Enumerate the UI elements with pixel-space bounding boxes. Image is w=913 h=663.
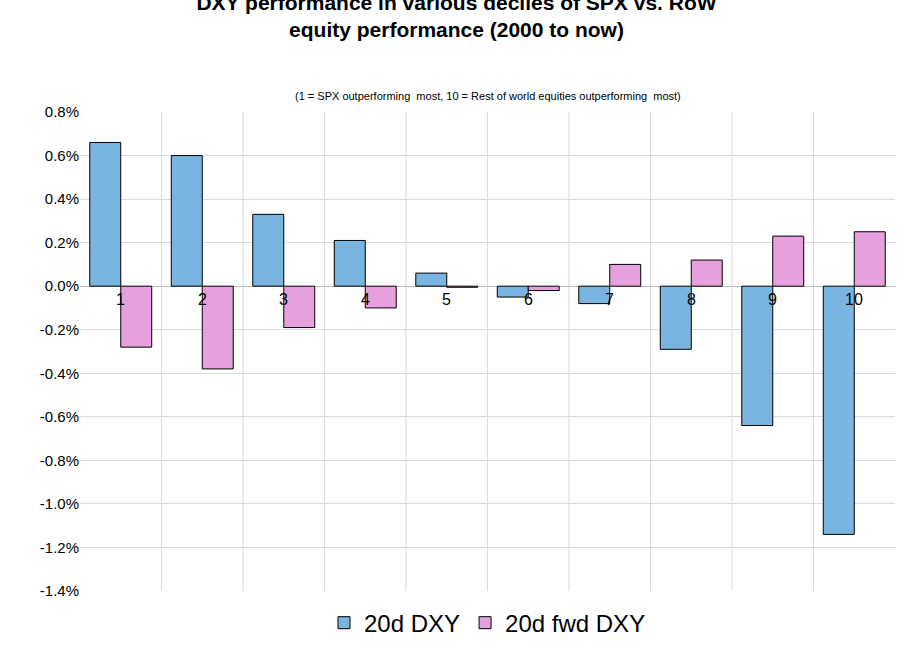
svg-text:-1.4%: -1.4% [40, 582, 79, 599]
svg-text:-0.8%: -0.8% [40, 452, 79, 469]
svg-text:1: 1 [116, 291, 125, 308]
svg-text:(1 = SPX outperforming most,: (1 = SPX outperforming most, 10 = Rest o… [295, 90, 681, 102]
svg-text:2: 2 [198, 291, 207, 308]
svg-text:20d DXY: 20d DXY [364, 610, 460, 637]
svg-text:20d fwd DXY: 20d fwd DXY [505, 610, 645, 637]
svg-text:8: 8 [687, 291, 696, 308]
svg-text:0.4%: 0.4% [45, 190, 79, 207]
svg-text:DXY performance in various dec: DXY performance in various deciles of SP… [196, 0, 716, 41]
svg-text:-0.6%: -0.6% [40, 408, 79, 425]
svg-text:5: 5 [442, 291, 451, 308]
svg-text:-1.0%: -1.0% [40, 495, 79, 512]
svg-text:0.6%: 0.6% [45, 147, 79, 164]
svg-text:-0.2%: -0.2% [40, 321, 79, 338]
svg-text:3: 3 [279, 291, 288, 308]
svg-text:7: 7 [605, 291, 614, 308]
svg-text:10: 10 [845, 291, 863, 308]
svg-text:-1.2%: -1.2% [40, 539, 79, 556]
svg-text:6: 6 [524, 291, 533, 308]
svg-text:-0.4%: -0.4% [40, 365, 79, 382]
svg-text:0.8%: 0.8% [45, 103, 79, 120]
svg-text:4: 4 [361, 291, 370, 308]
svg-text:9: 9 [768, 291, 777, 308]
svg-text:0.0%: 0.0% [45, 277, 79, 294]
svg-text:0.2%: 0.2% [45, 234, 79, 251]
